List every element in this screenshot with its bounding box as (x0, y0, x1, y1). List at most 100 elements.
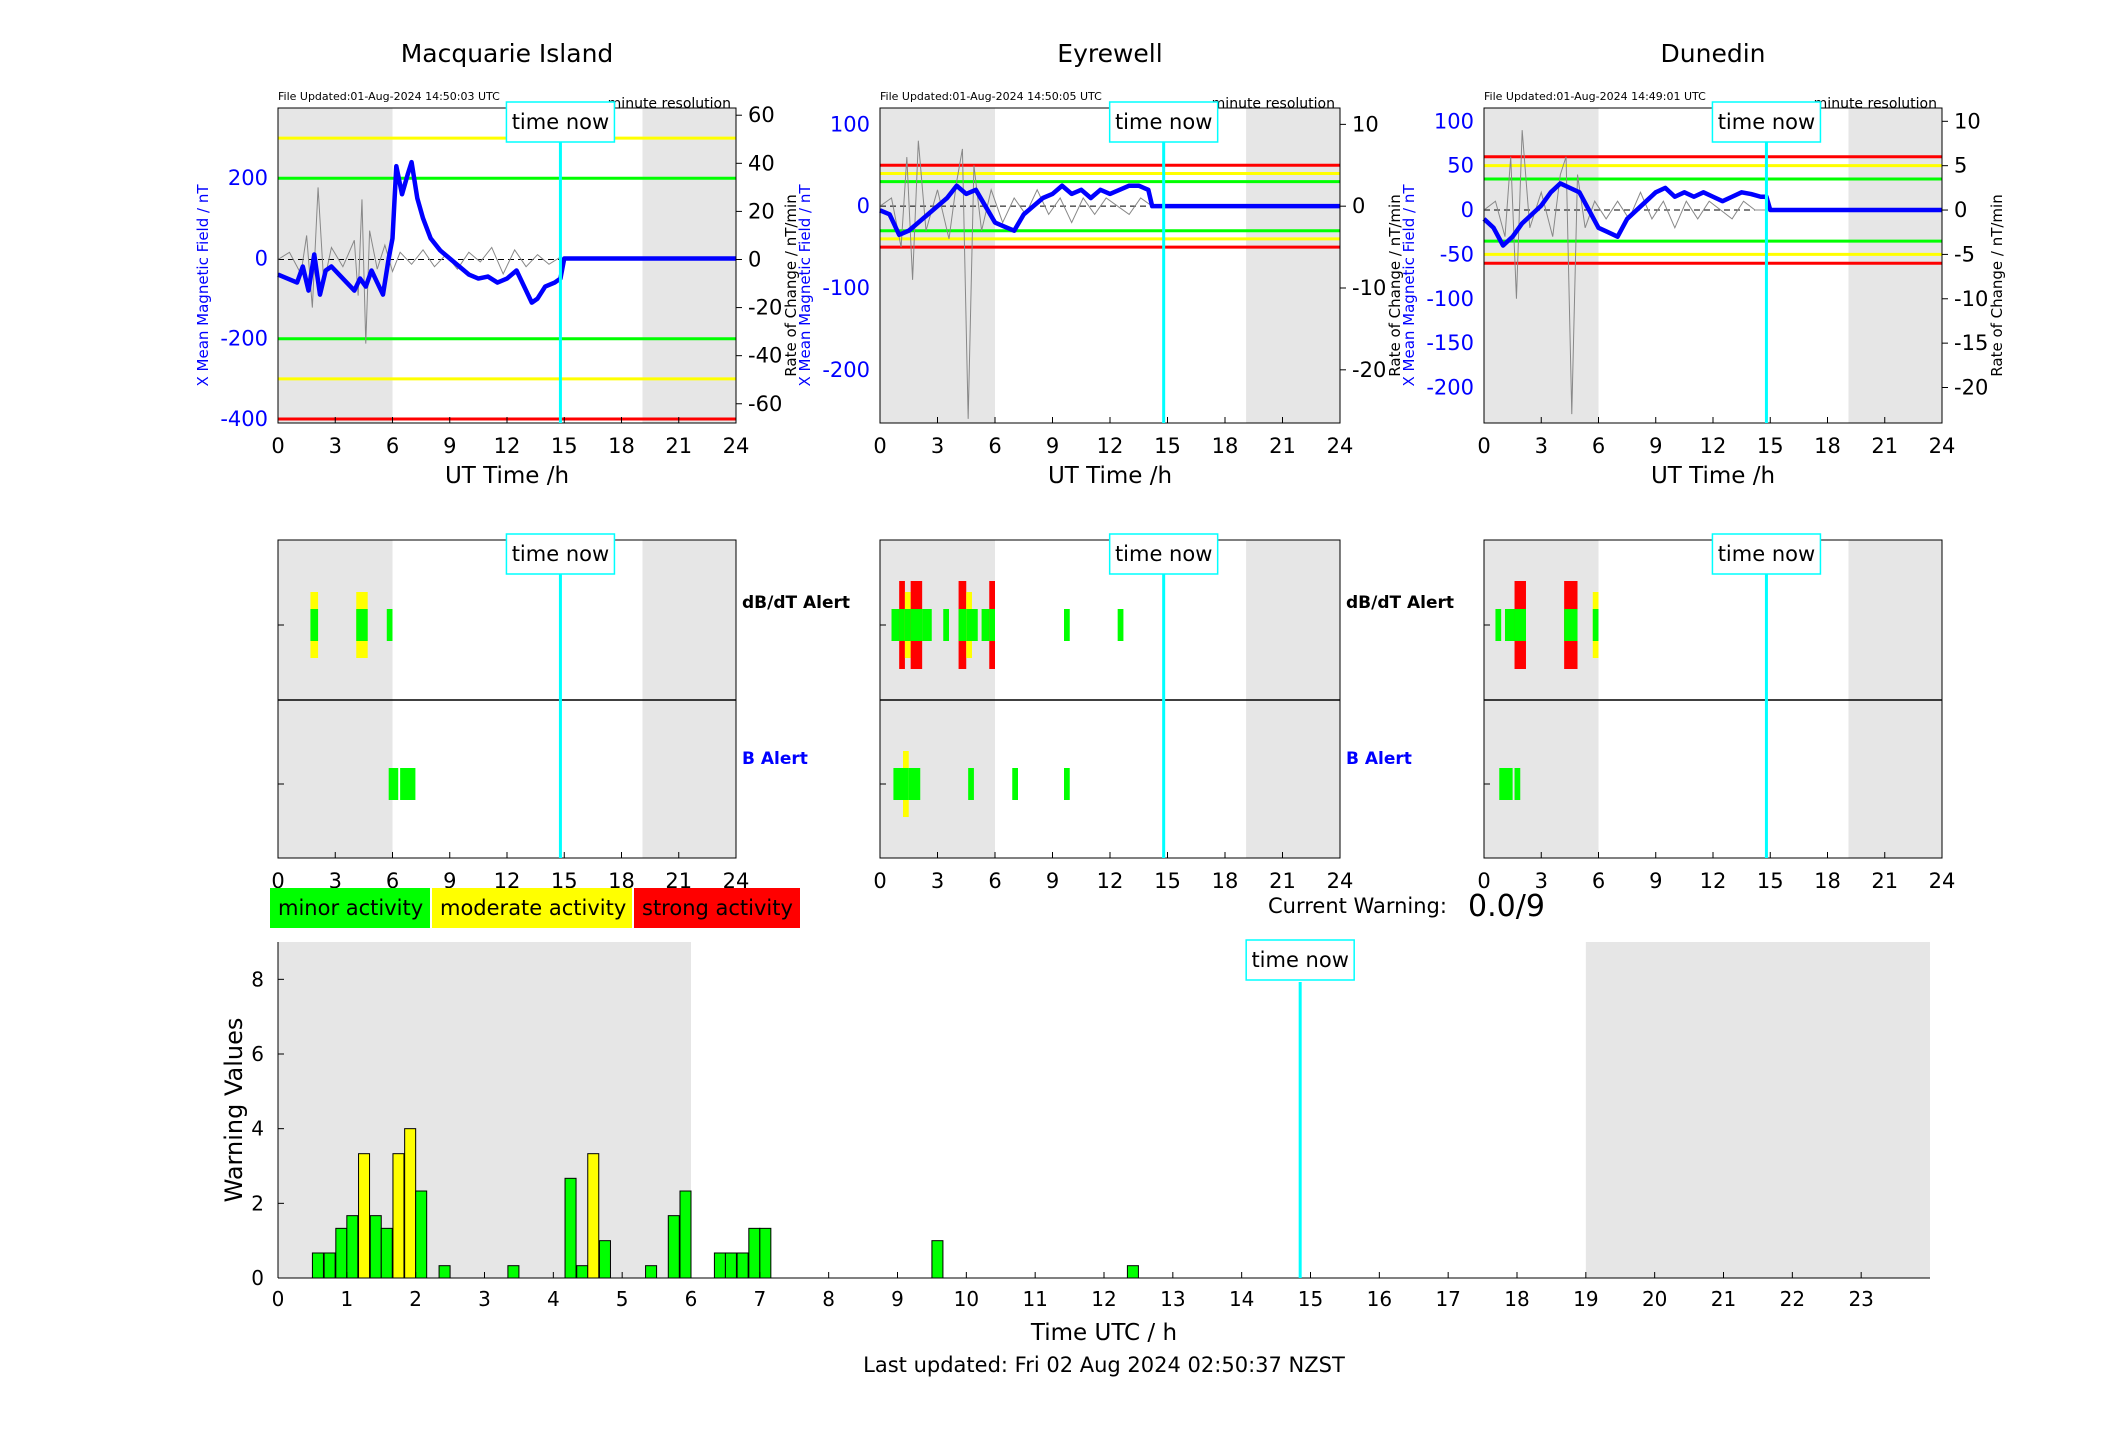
chart-title: Dunedin (1661, 39, 1766, 68)
x-tick-label: 22 (1780, 1287, 1805, 1311)
warning-bar (311, 1252, 324, 1279)
night-shading (880, 540, 995, 858)
dbdt-alert-block (1064, 609, 1070, 641)
chart-title: Macquarie Island (401, 39, 614, 68)
b-alert-label: B Alert (1346, 749, 1412, 769)
x-axis-label: UT Time /h (1651, 463, 1775, 489)
x-tick-label: 3 (1535, 869, 1548, 893)
x-tick-label: 2 (409, 1287, 422, 1311)
x-tick-label: 16 (1367, 1287, 1392, 1311)
x-axis-label: UT Time /h (445, 463, 569, 489)
legend-item-label: moderate activity (440, 896, 626, 920)
x-tick-label: 12 (1091, 1287, 1116, 1311)
y-right-tick-label: 20 (748, 199, 775, 223)
x-tick-label: 15 (1154, 869, 1181, 893)
time-now-marker-box (1711, 101, 1822, 143)
dbdt-alert-block (386, 609, 393, 641)
warning-bar (369, 1215, 382, 1279)
current-warning-value: 0.0/9 (1468, 889, 1545, 924)
y-axis-label: Warning Values (220, 1018, 248, 1203)
rate-of-change-series (879, 140, 1153, 419)
warning-bar (392, 1153, 405, 1279)
dbdt-alert-label: dB/dT Alert (1346, 593, 1454, 613)
x-tick-label: 0 (271, 869, 284, 893)
warning-bar (679, 1190, 692, 1279)
time-now-marker-label: time now (1115, 542, 1212, 566)
warning-bar (748, 1227, 761, 1279)
y-left-tick-label: -200 (220, 327, 268, 351)
x-tick-label: 7 (753, 1287, 766, 1311)
alert-block-core (1564, 609, 1578, 641)
time-now-marker-label: time now (1115, 110, 1212, 134)
x-tick-label: 6 (1592, 869, 1605, 893)
x-tick-label: 4 (547, 1287, 560, 1311)
y-left-tick-label: 0 (857, 194, 870, 218)
night-shading (880, 108, 995, 423)
x-tick-label: 21 (1711, 1287, 1736, 1311)
x-tick-label: 0 (1477, 434, 1490, 458)
night-shading (278, 540, 393, 858)
x-tick-label: 6 (988, 434, 1001, 458)
y-left-tick-label: -400 (220, 407, 268, 431)
alert-block-core (899, 609, 905, 641)
warning-bar (1126, 1265, 1139, 1279)
y-left-tick-label: -50 (1440, 242, 1474, 266)
x-tick-label: 11 (1022, 1287, 1047, 1311)
warning-bar (404, 1128, 417, 1279)
legend-item-label: minor activity (278, 896, 423, 920)
x-tick-label: 21 (1269, 434, 1296, 458)
x-tick-label: 0 (873, 869, 886, 893)
legend-swatch (634, 888, 800, 928)
y-tick-label: 0 (251, 1266, 264, 1290)
night-shading (278, 942, 691, 1278)
y-right-tick-label: 40 (748, 151, 775, 175)
time-now-marker-label: time now (512, 542, 609, 566)
x-tick-label: 6 (685, 1287, 698, 1311)
x-tick-label: 10 (954, 1287, 979, 1311)
night-shading (1585, 942, 1930, 1278)
x-tick-label: 14 (1229, 1287, 1254, 1311)
y-left-tick-label: 100 (830, 112, 870, 136)
night-shading (1246, 540, 1340, 858)
rate-of-change-series (1483, 130, 1767, 415)
y-tick-label: 8 (251, 967, 264, 991)
warning-bar (587, 1153, 600, 1279)
x-tick-label: 12 (1097, 434, 1124, 458)
x-tick-label: 15 (1154, 434, 1181, 458)
night-shading (1246, 108, 1340, 423)
x-tick-label: 3 (478, 1287, 491, 1311)
x-tick-label: 3 (931, 434, 944, 458)
x-tick-label: 24 (1327, 869, 1354, 893)
x-tick-label: 0 (271, 434, 284, 458)
warning-bar (415, 1190, 428, 1279)
x-tick-label: 0 (272, 1287, 285, 1311)
warning-bar (576, 1265, 589, 1279)
time-now-marker-label: time now (1718, 110, 1815, 134)
night-shading (642, 540, 736, 858)
warning-bar (645, 1265, 658, 1279)
y-right-tick-label: -10 (1352, 276, 1386, 300)
alert-block-core (903, 768, 909, 800)
dbdt-alert-block (1117, 609, 1124, 641)
y-left-tick-label: -100 (822, 276, 870, 300)
file-updated-text: File Updated:01-Aug-2024 14:50:03 UTC (278, 90, 500, 103)
x-tick-label: 0 (1477, 869, 1490, 893)
x-tick-label: 8 (822, 1287, 835, 1311)
warning-bar (380, 1227, 393, 1279)
warning-bar (564, 1177, 577, 1279)
b-alert-block (893, 768, 903, 800)
y-left-axis-label: X Mean Magnetic Field / nT (194, 184, 212, 387)
x-tick-label: 18 (608, 434, 635, 458)
x-tick-label: 21 (1269, 869, 1296, 893)
chart-title: Eyrewell (1057, 39, 1162, 68)
alert-block-core (910, 609, 923, 641)
y-right-axis-label: Rate of Change / nT/min (1386, 194, 1404, 376)
b-alert-block (1499, 768, 1513, 800)
y-right-tick-label: -10 (1954, 287, 1988, 311)
night-shading (278, 108, 393, 423)
x-tick-label: 6 (386, 869, 399, 893)
x-tick-label: 15 (1757, 869, 1784, 893)
night-shading (642, 108, 736, 423)
y-right-axis-label: Rate of Change / nT/min (1988, 194, 2006, 376)
